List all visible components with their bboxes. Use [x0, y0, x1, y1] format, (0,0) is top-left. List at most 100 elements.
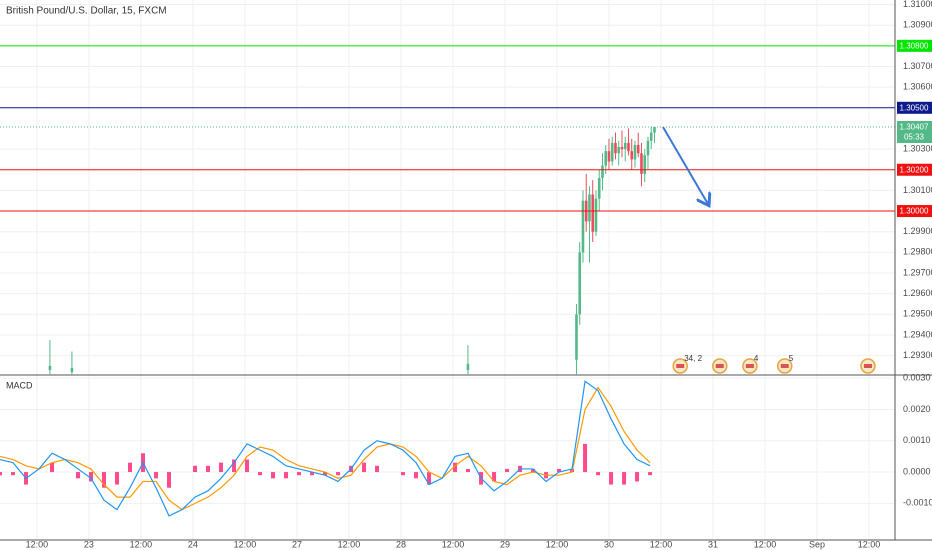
y-tick-label: 1.29800	[903, 247, 932, 257]
histogram-bar	[219, 462, 224, 473]
y-tick-label: 1.29500	[903, 309, 932, 319]
histogram-bar	[50, 462, 55, 473]
candle-body	[591, 194, 595, 232]
histogram-bar	[336, 472, 341, 476]
histogram-bar	[414, 472, 419, 479]
histogram-bar	[245, 459, 250, 473]
candle-body	[578, 252, 582, 315]
candle-body	[70, 367, 74, 373]
event-label: 4	[754, 354, 759, 363]
histogram-bar	[323, 472, 328, 476]
y-tick-label: 1.31000	[903, 0, 932, 9]
candle-body	[466, 363, 470, 371]
histogram-bar	[128, 462, 133, 473]
last-price-tag	[897, 120, 932, 143]
histogram-bar	[167, 472, 172, 488]
y-tick-label: 0.0030	[903, 373, 931, 383]
histogram-bar	[557, 468, 562, 473]
level-label: 1.30200	[900, 165, 929, 174]
y-tick-label: -0.0010	[903, 498, 932, 508]
x-tick-label: 12:00	[338, 539, 361, 549]
histogram-bar	[0, 472, 2, 476]
candle-body	[653, 126, 656, 133]
candle-body	[636, 144, 640, 154]
price-pane: 34, 2 4 5	[0, 45, 895, 375]
x-tick-label: 24	[188, 539, 198, 549]
histogram-bar	[89, 472, 94, 482]
y-tick-label: 1.29900	[903, 226, 932, 236]
y-tick-label: 1.29600	[903, 288, 932, 298]
histogram-bar	[596, 472, 601, 476]
histogram-bar	[466, 468, 471, 473]
histogram-bar	[453, 462, 458, 473]
x-tick-label: Sep	[809, 539, 825, 549]
histogram-bar	[193, 465, 198, 473]
histogram-bar	[297, 472, 302, 476]
candle-body	[640, 153, 643, 174]
grid-layer	[0, 0, 895, 540]
level-label: 1.30800	[900, 41, 929, 50]
y-tick-label: 1.30600	[903, 82, 932, 92]
event-flag	[715, 364, 724, 368]
histogram-bar	[635, 472, 640, 482]
histogram-bar	[271, 472, 276, 479]
histogram-bar	[375, 465, 380, 473]
level-label: 1.30500	[900, 103, 929, 112]
last-price-label: 1.30407	[900, 123, 929, 132]
event-flag	[676, 364, 685, 368]
y-tick-label: 0.0000	[903, 466, 931, 476]
histogram-bar	[609, 472, 614, 485]
histogram-bar	[11, 472, 16, 476]
event-flag	[863, 364, 872, 368]
y-tick-label: 1.29700	[903, 267, 932, 277]
candle-body	[617, 147, 621, 154]
histogram-bar	[622, 472, 627, 485]
candle-body	[646, 140, 650, 156]
histogram-bar	[258, 472, 263, 476]
x-tick-label: 12:00	[234, 539, 257, 549]
level-label: 1.30000	[900, 207, 929, 216]
candle-body	[643, 155, 647, 174]
x-tick-label: 12:00	[754, 539, 777, 549]
chart-title: British Pound/U.S. Dollar, 15, FXCM	[6, 6, 167, 17]
event-label: 5	[789, 354, 794, 363]
y-tick-label: 0.0010	[903, 435, 931, 445]
candle-body	[601, 165, 604, 179]
histogram-bar	[206, 465, 211, 473]
histogram-bar	[583, 443, 588, 473]
x-tick-label: 12:00	[130, 539, 153, 549]
level-tag	[897, 39, 932, 52]
macd-title: MACD	[6, 380, 33, 390]
histogram-bar	[531, 468, 536, 473]
candle-body	[48, 365, 52, 371]
x-tick-label: 31	[708, 539, 718, 549]
candle-body	[633, 144, 637, 160]
candle-body	[588, 194, 591, 222]
event-flag	[745, 364, 754, 368]
x-tick-label: 29	[500, 539, 510, 549]
x-tick-label: 27	[292, 539, 302, 549]
trend-arrow	[662, 126, 708, 204]
histogram-bar	[76, 472, 81, 479]
histogram-bar	[232, 459, 237, 473]
candle-body	[581, 200, 585, 253]
event-label: 34, 2	[684, 354, 702, 363]
y-tick-label: 1.30300	[903, 143, 932, 153]
candle-body	[575, 314, 578, 360]
histogram-bar	[362, 462, 367, 473]
histogram-bar	[115, 472, 120, 485]
candle-body	[607, 151, 611, 162]
candle-body	[614, 142, 617, 154]
level-tag	[897, 163, 932, 176]
countdown-label: 05:33	[904, 133, 925, 142]
macd-pane	[0, 380, 653, 517]
x-tick-label: 30	[604, 539, 614, 549]
y-tick-label: 1.30700	[903, 61, 932, 71]
level-tag	[897, 101, 932, 114]
y-tick-label: 1.29400	[903, 329, 932, 339]
histogram-bar	[401, 472, 406, 476]
candle-body	[630, 151, 634, 160]
histogram-bar	[102, 472, 107, 488]
